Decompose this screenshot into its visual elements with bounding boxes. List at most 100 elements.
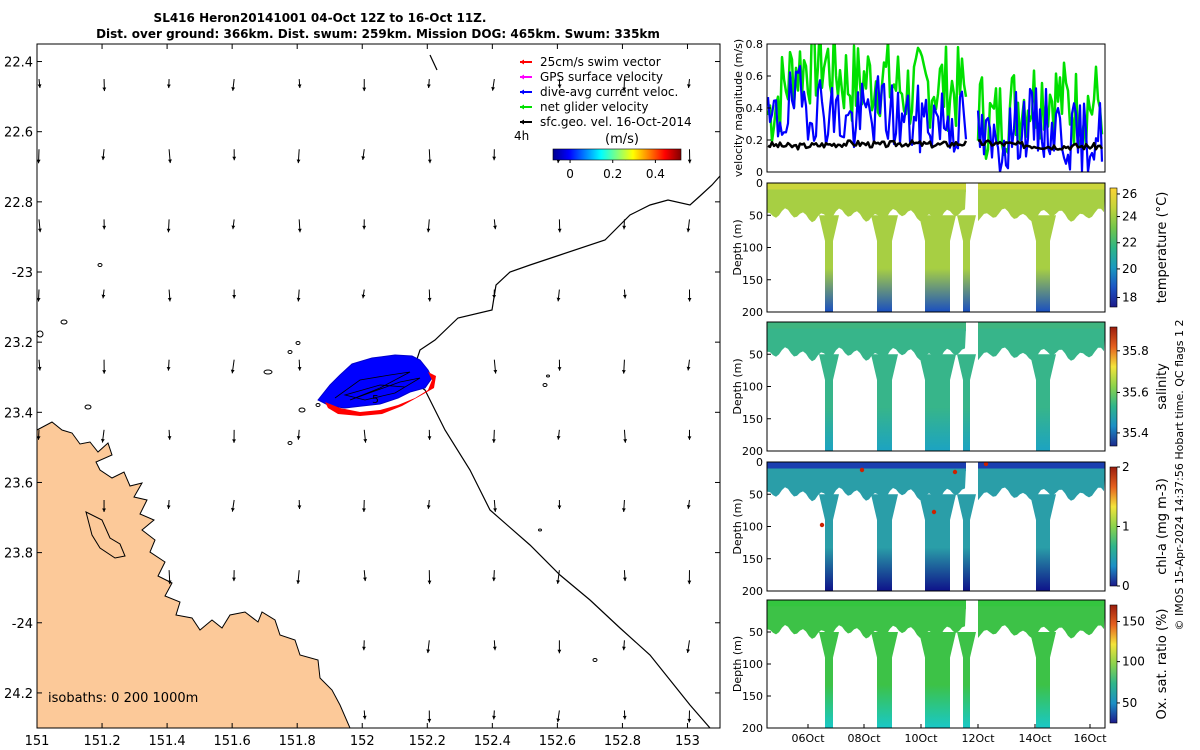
velocity-arrow-head [622, 225, 627, 230]
velocity-arrow-head [296, 297, 301, 302]
profile-colorbar [1109, 326, 1118, 447]
isobath-line [409, 175, 720, 728]
velocity-arrow-head [166, 505, 171, 509]
profile-dive [919, 632, 956, 728]
map-panel: 5 151 151.2 151.4 151.6 151.8 152 152.2 152.4 15… [4, 43, 721, 749]
map-xtick-label: 153 [675, 734, 700, 749]
velocity-arrow-head [362, 508, 366, 512]
velocity-arrow-head [492, 439, 496, 443]
colorbar-tick-label: 0.2 [603, 167, 622, 181]
velocity-arrow [363, 570, 367, 582]
velocity-arrow-head [686, 505, 691, 509]
velocity-arrow [231, 219, 236, 230]
profile-upper-water [978, 468, 1105, 501]
profile-ytick-label: 200 [742, 585, 763, 598]
velocity-arrow-head [363, 577, 367, 582]
map-ytick-label: -24 [12, 617, 33, 632]
map-xtick-label: 152.2 [409, 734, 446, 749]
velocity-arrow-head [296, 580, 301, 584]
profile-ytick-label: 100 [742, 242, 763, 255]
velocity-arrow [166, 359, 171, 371]
profile-ctick-label: 35.8 [1122, 344, 1149, 358]
velocity-arrow [427, 570, 432, 585]
velocity-arrow [686, 640, 691, 653]
velocity-arrow-head [557, 228, 562, 233]
velocity-arrow-head [556, 159, 561, 164]
velocity-arrow [686, 499, 691, 509]
profile-surface-layer [767, 462, 966, 472]
profile-dive [1030, 354, 1056, 451]
profile-dive [819, 354, 839, 451]
velocity-arrow-head [491, 86, 496, 91]
chla-high-point [952, 469, 958, 475]
velocity-arrow-head [492, 294, 497, 299]
velocity-arrow [622, 640, 626, 651]
velocity-arrow-head [362, 87, 367, 92]
velocity-arrow [361, 149, 366, 161]
profile-surface-layer [978, 462, 1105, 472]
velocity-arrow-head [37, 436, 41, 440]
time-tick-label: 12Oct [961, 732, 995, 745]
velocity-arrow [622, 219, 627, 230]
velocity-arrow [427, 149, 432, 164]
velocity-arrow [556, 570, 560, 584]
velocity-arrow [363, 429, 368, 443]
velocity-arrow [426, 499, 431, 509]
velocity-arrow [297, 219, 302, 233]
velocity-arrow [621, 359, 626, 374]
colorbar-tick-label: 0 [566, 167, 574, 181]
velocity-arrow [100, 429, 105, 443]
profile-ctick-label: 2 [1122, 460, 1130, 474]
figure-title-line1: SL416 Heron20141001 04-Oct 12Z to 16-Oct… [154, 11, 487, 25]
map-frame [36, 43, 721, 729]
velocity-arrow-head [426, 649, 431, 654]
legend-arrowhead [520, 119, 524, 125]
legend-arrowhead [520, 89, 524, 95]
profile-colorbar [1109, 187, 1118, 308]
velocity-arrow [491, 79, 496, 91]
velocity-arrow-head [556, 580, 560, 584]
profile-ytick-label: 100 [742, 658, 763, 671]
map-xtick-label: 151 [25, 734, 50, 749]
legend-arrowhead [520, 74, 524, 80]
velocity-arrow-head [427, 297, 432, 302]
velocity-arrow [492, 149, 497, 161]
legend-label: net glider velocity [540, 100, 648, 114]
profile-ctick-label: 22 [1122, 236, 1137, 250]
velocity-arrow [686, 219, 691, 233]
velocity-arrow [102, 500, 106, 512]
profile-upper-water [767, 328, 966, 362]
velocity-arrow [426, 79, 431, 89]
velocity-arrow-head [296, 159, 301, 164]
profile-dive [819, 494, 839, 591]
profile-data [767, 322, 1105, 451]
profile-upper-water [767, 606, 966, 639]
velocity-arrow [37, 429, 41, 440]
velocity-arrow-head [426, 505, 431, 509]
velocity-arrow-head [166, 228, 171, 233]
velocity-arrow [361, 289, 366, 299]
velocity-ytick-label: 0.4 [746, 102, 764, 115]
velocity-arrow-head [37, 84, 42, 88]
colorbar-ticks: 0 0.2 0.4 [566, 160, 665, 181]
profile-ytick-label: 50 [749, 488, 763, 501]
velocity-arrow-head [687, 436, 692, 440]
velocity-arrow-head [492, 715, 496, 720]
velocity-arrow-head [232, 577, 236, 582]
island-curtis [85, 511, 126, 559]
profile-ctick-label: 24 [1122, 210, 1137, 224]
legend-label: GPS surface velocity [540, 70, 663, 84]
velocity-arrow-head [557, 505, 562, 509]
velocity-arrow-head [102, 370, 107, 374]
profile-ctick-label: 1 [1122, 520, 1130, 534]
profile-ytick-label: 0 [756, 456, 763, 469]
profile-colorbar [1109, 466, 1118, 587]
velocity-arrow [556, 429, 561, 440]
profile-ctick-label: 26 [1122, 187, 1137, 201]
velocity-arrow [621, 499, 626, 512]
profile-dive [871, 494, 898, 591]
profile-ctick-label: 35.6 [1122, 385, 1149, 399]
velocity-arrow-head [557, 367, 562, 371]
velocity-arrow-head [363, 438, 368, 443]
